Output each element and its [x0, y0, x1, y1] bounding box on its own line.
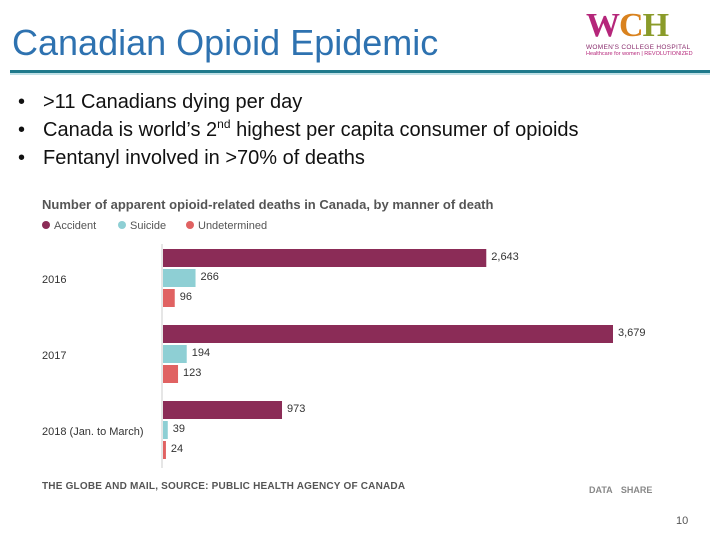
title-underline-accent — [10, 73, 710, 75]
bullet-text: >11 Canadians dying per day — [43, 91, 303, 113]
bullet-text-cont: highest per capita consumer of opioids — [230, 119, 579, 141]
hospital-logo: WCH WOMEN'S COLLEGE HOSPITAL Healthcare … — [586, 8, 698, 64]
chart-title: Number of apparent opioid-related deaths… — [42, 197, 494, 212]
legend-swatch-suicide — [118, 221, 126, 229]
bullet-text: Fentanyl involved in >70% of deaths — [43, 147, 365, 169]
category-label: 2017 — [42, 350, 66, 362]
logo-tagline-text: Healthcare for women | REVOLUTIONIZED — [586, 51, 693, 57]
bullet-dot: • — [18, 119, 26, 141]
bar-value-label: 973 — [287, 403, 305, 415]
bullet-item: • Fentanyl involved in >70% of deaths — [18, 144, 579, 172]
title-underline — [10, 70, 710, 73]
bar-accident — [163, 249, 487, 267]
bar-value-label: 2,643 — [491, 251, 519, 263]
bar-value-label: 3,679 — [618, 327, 646, 339]
bar-value-label: 96 — [180, 291, 192, 303]
opioid-deaths-chart: Number of apparent opioid-related deaths… — [42, 197, 646, 468]
chart-credit: DATA SHARE — [589, 485, 653, 495]
bar-undetermined — [163, 289, 175, 307]
legend-swatch-accident — [42, 221, 50, 229]
bar-accident — [163, 325, 613, 343]
logo-mark-h: H — [642, 7, 669, 44]
logo-mark-w: W — [586, 7, 620, 44]
bar-value-label: 123 — [183, 367, 201, 379]
bullet-item: • >11 Canadians dying per day — [18, 88, 579, 116]
bullet-list: • >11 Canadians dying per day • Canada is … — [18, 88, 579, 172]
bar-value-label: 194 — [192, 347, 210, 359]
bullet-dot: • — [18, 147, 26, 169]
legend-label-accident: Accident — [54, 220, 96, 232]
page-number: 10 — [676, 515, 689, 527]
chart-source: THE GLOBE AND MAIL, SOURCE: PUBLIC HEALT… — [42, 481, 406, 492]
legend-label-undetermined: Undetermined — [198, 220, 267, 232]
bar-suicide — [163, 345, 187, 363]
bullet-item: • Canada is world’s 2nd highest per capit… — [18, 116, 579, 144]
bar-suicide — [163, 421, 168, 439]
legend-label-suicide: Suicide — [130, 220, 166, 232]
bar-undetermined — [163, 441, 166, 459]
bar-suicide — [163, 269, 196, 287]
logo-mark: WCH — [586, 8, 698, 44]
bullet-superscript: nd — [217, 117, 231, 131]
logo-mark-c: C — [619, 7, 644, 44]
logo-name-text: WOMEN'S COLLEGE HOSPITAL — [586, 44, 691, 51]
bullet-dot: • — [18, 91, 26, 113]
slide-title: Canadian Opioid Epidemic — [12, 22, 439, 63]
bar-value-label: 24 — [171, 443, 183, 455]
bullet-text: Canada is world’s 2 — [43, 119, 218, 141]
bar-value-label: 266 — [201, 271, 219, 283]
bar-value-label: 39 — [173, 423, 185, 435]
category-label: 2016 — [42, 274, 66, 286]
legend-swatch-undetermined — [186, 221, 194, 229]
bar-accident — [163, 401, 283, 419]
category-label: 2018 (Jan. to March) — [42, 426, 144, 438]
bar-undetermined — [163, 365, 179, 383]
